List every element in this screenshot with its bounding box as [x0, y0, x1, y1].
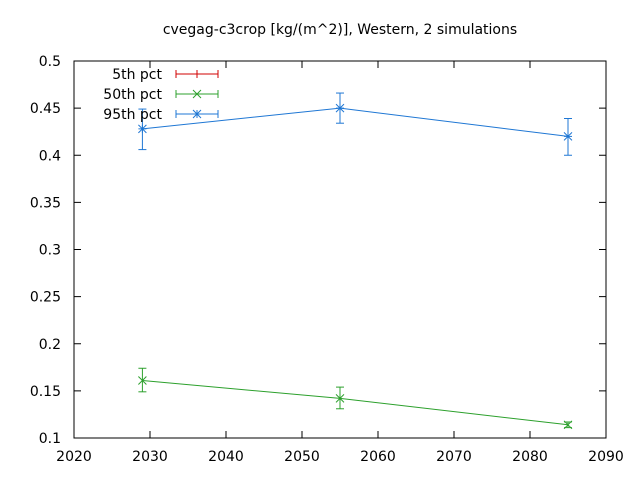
y-tick-label: 0.3	[39, 243, 61, 259]
legend-marker	[192, 109, 202, 119]
axis-ticks: 2020 2030 2040 2050 2060 2070 2080 2090 0.1 0.15 0…	[30, 54, 624, 465]
y-tick-label: 0.1	[39, 431, 61, 447]
x-tick-label: 2060	[360, 449, 396, 465]
legend-label: 5th pct	[112, 67, 162, 83]
y-tick-label: 0.5	[39, 54, 61, 70]
data-point	[138, 124, 147, 134]
x-tick-label: 2030	[132, 449, 168, 465]
x-tick-label: 2080	[512, 449, 548, 465]
x-tick-label: 2050	[284, 449, 320, 465]
data-point	[335, 394, 345, 403]
x-tick-label: 2020	[56, 449, 92, 465]
data-point	[563, 132, 573, 141]
y-tick-label: 0.2	[39, 337, 61, 353]
series-1	[138, 367, 573, 430]
legend-marker	[193, 70, 201, 78]
data-point	[563, 420, 573, 430]
y-tick-label: 0.15	[30, 384, 61, 400]
y-tick-label: 0.25	[30, 290, 61, 306]
legend-entry: 95th pct	[103, 107, 219, 123]
series-line	[142, 107, 569, 137]
legend-marker	[192, 89, 202, 99]
chart-title: cvegag-c3crop [kg/(m^2)], Western, 2 sim…	[163, 22, 517, 38]
series-layer	[138, 92, 573, 430]
x-tick-label: 2070	[436, 449, 472, 465]
legend-entry: 50th pct	[103, 87, 219, 103]
y-tick-label: 0.45	[30, 101, 61, 117]
legend: 5th pct 50th pct 95th pct	[103, 67, 219, 123]
x-tick-label: 2040	[208, 449, 244, 465]
legend-entry: 5th pct	[112, 67, 219, 83]
x-tick-label: 2090	[588, 449, 624, 465]
data-point	[138, 376, 147, 385]
series-line	[142, 380, 569, 426]
y-tick-label: 0.4	[39, 148, 61, 164]
y-tick-label: 0.35	[30, 195, 61, 211]
legend-label: 95th pct	[103, 107, 162, 123]
legend-label: 50th pct	[103, 87, 162, 103]
series-2	[138, 92, 573, 156]
data-point	[335, 103, 345, 113]
